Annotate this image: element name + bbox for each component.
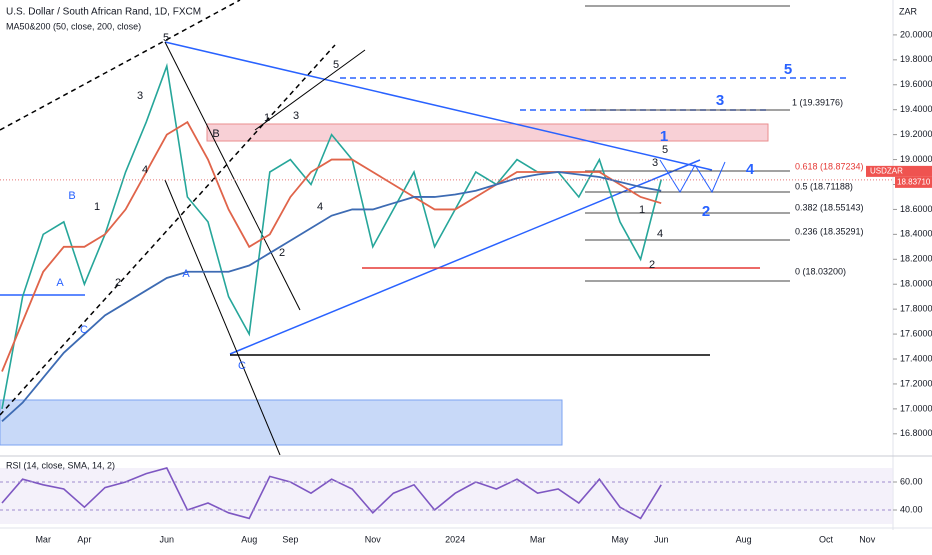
currency: ZAR: [899, 6, 918, 16]
x-tick-label: Apr: [77, 534, 91, 544]
x-tick-label: Aug: [241, 534, 257, 544]
wave-label: 1: [264, 112, 270, 124]
x-tick-label: Oct: [819, 534, 834, 544]
wave-label: 2: [702, 203, 710, 220]
wave-label: A: [182, 268, 190, 280]
wave-label: 4: [317, 201, 323, 213]
y-tick-label: 19.40000: [900, 104, 932, 114]
y-tick-label: 19.80000: [900, 54, 932, 64]
pane: [1, 62, 662, 423]
y-tick-label: 17.80000: [900, 304, 932, 314]
fib-label: 0 (18.03200): [795, 266, 846, 276]
x-tick-label: Nov: [859, 534, 876, 544]
price-line: [1, 467, 662, 520]
x-tick-label: Jun: [160, 534, 175, 544]
y-tick-label: 18.20000: [900, 254, 932, 264]
price-badge: [895, 176, 932, 188]
wave-label: 1: [639, 204, 645, 216]
wave-label: 2: [649, 259, 655, 271]
wave-label: 1: [94, 201, 100, 213]
wave-label: C: [238, 360, 246, 372]
wave-label: 3: [652, 157, 658, 169]
x-tick-label: Jun: [654, 534, 669, 544]
fib-label: 0.382 (18.55143): [795, 202, 864, 212]
price-badge-label: 18.83710: [897, 177, 931, 186]
channel-line: [254, 49, 366, 131]
price-badge: [866, 165, 932, 177]
channel-line: [0, 0, 241, 131]
wave-label: C: [80, 324, 88, 336]
chart-title: U.S. Dollar / South African Rand, 1D, FX…: [6, 7, 201, 18]
wave-label: 5: [784, 61, 792, 78]
wave-label: B: [212, 128, 219, 140]
wave-label: 3: [716, 92, 724, 109]
wave-label: 3: [137, 90, 143, 102]
x-tick-label: May: [611, 534, 629, 544]
x-tick-label: Nov: [365, 534, 382, 544]
wave-label: 5: [163, 32, 169, 44]
x-tick-label: Mar: [530, 534, 546, 544]
channel-line: [164, 41, 301, 311]
y-tick-label: 17.40000: [900, 353, 932, 363]
wave-label: 5: [333, 59, 339, 71]
wave-label: 5: [662, 144, 668, 156]
ma-line: [1, 171, 662, 423]
wave-label: 4: [142, 164, 148, 176]
indicator-label: RSI (14, close, SMA, 14, 2): [6, 460, 115, 470]
y-tick-label: 60.00: [900, 476, 923, 486]
y-tick-label: 17.60000: [900, 328, 932, 338]
wave-label: 1: [660, 128, 668, 145]
y-tick-label: 18.40000: [900, 229, 932, 239]
y-tick-label: 17.00000: [900, 403, 932, 413]
trendline: [164, 41, 713, 171]
wave-label: 3: [293, 110, 299, 122]
x-tick-label: Aug: [736, 534, 752, 544]
wave-label: 4: [657, 228, 663, 240]
drawings: [0, 0, 850, 455]
fib-label: 0.236 (18.35291): [795, 226, 864, 236]
wave-label: A: [56, 277, 64, 289]
wave-label: B: [68, 190, 75, 202]
x-tick-label: 2024: [445, 534, 465, 544]
x-tick-label: Mar: [35, 534, 51, 544]
price-badge-label: USDZAR: [870, 166, 903, 175]
fib-label: 0.618 (18.87234): [795, 161, 864, 171]
wave-label: 4: [746, 161, 755, 178]
support-zone: [0, 399, 563, 446]
y-tick-label: 40.00: [900, 504, 923, 514]
wave-label: 2: [115, 277, 121, 289]
y-tick-label: 18.60000: [900, 204, 932, 214]
y-tick-label: 18.00000: [900, 279, 932, 289]
rsi-band: [0, 468, 893, 524]
y-tick-label: 20.00000: [900, 29, 932, 39]
y-tick-label: 19.00000: [900, 154, 932, 164]
y-tick-label: 16.80000: [900, 428, 932, 438]
projection: [659, 159, 726, 194]
pane: [1, 467, 662, 520]
channel-line: [164, 179, 281, 455]
x-tick-label: Sep: [282, 534, 298, 544]
fib-label: 1 (19.39176): [792, 97, 843, 107]
resistance-zone: [206, 123, 769, 142]
y-tick-label: 19.20000: [900, 129, 932, 139]
wave-label: 2: [279, 247, 285, 259]
y-tick-label: 17.20000: [900, 378, 932, 388]
channel-line: [0, 44, 336, 416]
indicator-label: MA50&200 (50, close, 200, close): [6, 21, 141, 31]
y-tick-label: 19.60000: [900, 79, 932, 89]
fib-label: 0.5 (18.71188): [795, 181, 853, 191]
